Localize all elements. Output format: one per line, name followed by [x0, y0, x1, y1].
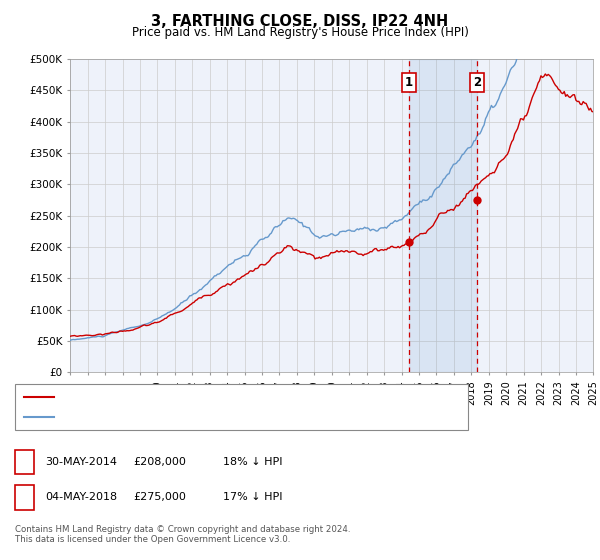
Text: 1: 1 [405, 76, 413, 89]
Text: 30-MAY-2014: 30-MAY-2014 [45, 457, 117, 467]
Text: 3, FARTHING CLOSE, DISS, IP22 4NH: 3, FARTHING CLOSE, DISS, IP22 4NH [151, 14, 449, 29]
Text: 18% ↓ HPI: 18% ↓ HPI [223, 457, 283, 467]
Text: Contains HM Land Registry data © Crown copyright and database right 2024.
This d: Contains HM Land Registry data © Crown c… [15, 525, 350, 544]
Text: 3, FARTHING CLOSE, DISS, IP22 4NH (detached house): 3, FARTHING CLOSE, DISS, IP22 4NH (detac… [60, 392, 342, 402]
Text: 17% ↓ HPI: 17% ↓ HPI [223, 492, 283, 502]
Text: £208,000: £208,000 [133, 457, 186, 467]
Text: Price paid vs. HM Land Registry's House Price Index (HPI): Price paid vs. HM Land Registry's House … [131, 26, 469, 39]
Text: HPI: Average price, detached house, South Norfolk: HPI: Average price, detached house, Sout… [60, 412, 324, 422]
Text: £275,000: £275,000 [133, 492, 186, 502]
Bar [409, 59, 477, 372]
Text: 04-MAY-2018: 04-MAY-2018 [45, 492, 117, 502]
Text: 2: 2 [20, 491, 29, 504]
Text: 1: 1 [20, 455, 29, 469]
Text: 2: 2 [473, 76, 481, 89]
